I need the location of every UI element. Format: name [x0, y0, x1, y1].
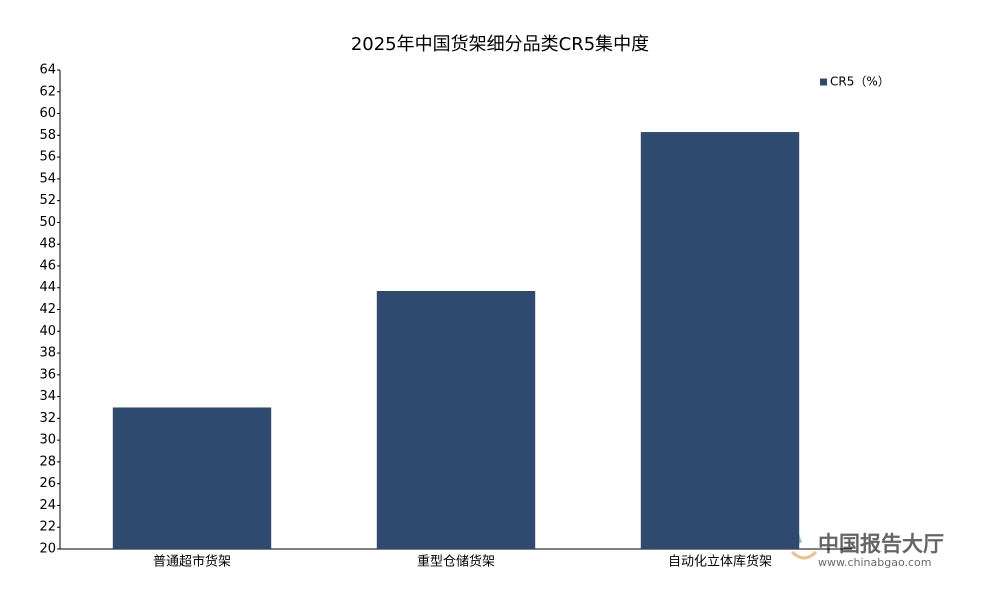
y-tick-label: 24 — [39, 498, 56, 513]
x-tick-label: 自动化立体库货架 — [668, 554, 772, 570]
chart-title: 2025年中国货架细分品类CR5集中度 — [351, 34, 649, 55]
bar — [112, 407, 272, 549]
y-tick-label: 50 — [39, 215, 56, 230]
y-tick-label: 32 — [39, 411, 56, 426]
watermark-brand: 中国报告大厅 — [818, 532, 944, 556]
y-tick-label: 52 — [39, 193, 56, 208]
x-tick-label: 重型仓储货架 — [417, 554, 495, 570]
y-tick-label: 20 — [39, 542, 56, 557]
y-tick-label: 62 — [39, 84, 56, 99]
bar — [640, 132, 800, 549]
bar — [376, 290, 536, 549]
y-tick-label: 56 — [39, 150, 56, 165]
y-tick-label: 48 — [39, 237, 56, 252]
y-tick-label: 44 — [39, 280, 56, 295]
x-tick-label: 普通超市货架 — [153, 554, 231, 570]
y-tick-label: 46 — [39, 258, 56, 273]
y-tick-label: 60 — [39, 106, 56, 121]
watermark-logo-swoosh — [790, 550, 818, 560]
legend-swatch — [820, 78, 827, 86]
y-tick-label: 40 — [39, 324, 56, 339]
y-tick-label: 58 — [39, 128, 56, 143]
watermark: 中国报告大厅 www.chinabgao.com — [788, 532, 944, 569]
y-tick-label: 36 — [39, 367, 56, 382]
y-tick-label: 54 — [39, 171, 56, 186]
y-tick-label: 28 — [39, 454, 56, 469]
legend-label: CR5（%） — [830, 75, 890, 89]
y-tick-label: 26 — [39, 476, 56, 491]
y-tick-label: 64 — [39, 63, 56, 78]
y-tick-label: 34 — [39, 389, 56, 404]
watermark-url: www.chinabgao.com — [818, 556, 932, 569]
y-tick-label: 42 — [39, 302, 56, 317]
y-tick-label: 22 — [39, 520, 56, 535]
y-tick-label: 38 — [39, 346, 56, 361]
y-tick-label: 30 — [39, 433, 56, 448]
